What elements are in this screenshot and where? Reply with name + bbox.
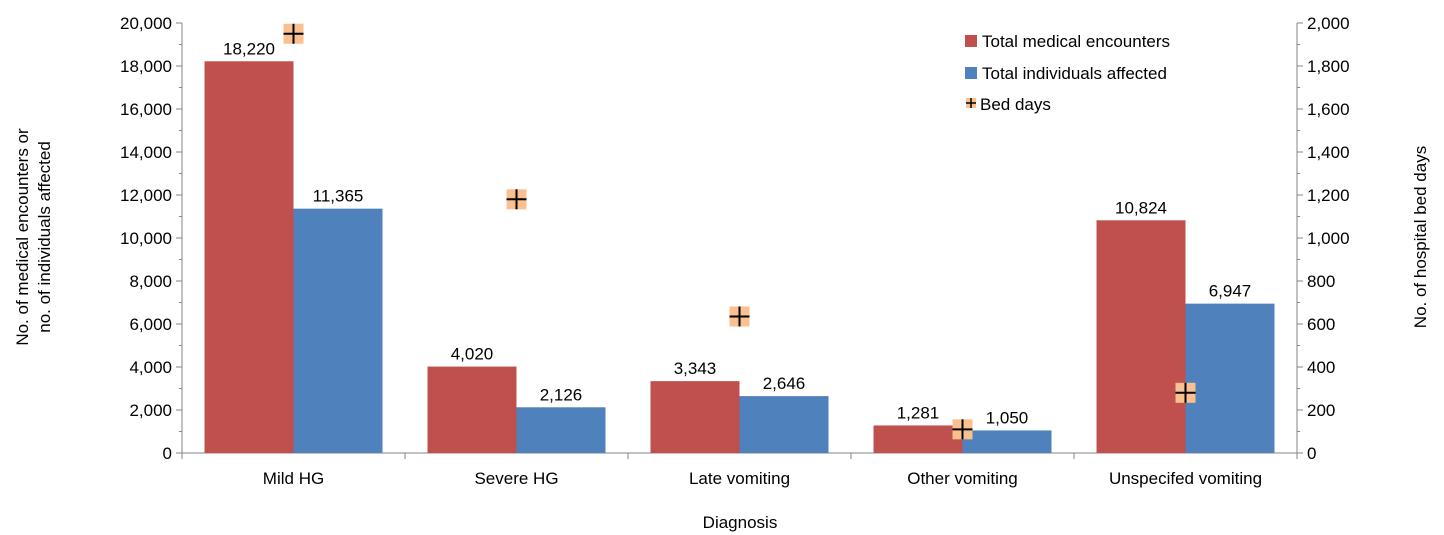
x-tick-label: Severe HG: [474, 469, 558, 488]
legend-swatch-encounters: [965, 35, 977, 47]
bed-days-marker: [729, 306, 750, 327]
bar-medical-encounters: [650, 381, 740, 453]
y-tick-label: 20,000: [120, 14, 172, 33]
y-tick-label: 10,000: [120, 229, 172, 248]
y-axis-title-line-1: No. of medical encounters or: [13, 128, 32, 346]
data-label: 11,365: [313, 187, 364, 206]
y2-tick-label: 1,200: [1307, 186, 1350, 205]
data-label: 2,646: [763, 374, 806, 393]
y-tick-label: 14,000: [120, 143, 172, 162]
bar-individuals-affected: [1185, 303, 1275, 453]
data-label: 2,126: [540, 385, 583, 404]
chart-markers: [283, 23, 1196, 440]
data-label: 10,824: [1115, 198, 1167, 217]
bed-days-marker: [283, 23, 304, 44]
y2-tick-label: 1,800: [1307, 57, 1350, 76]
y-tick-label: 16,000: [120, 100, 172, 119]
y2-tick-label: 0: [1307, 444, 1316, 463]
legend-marker-bed-days: [966, 98, 976, 108]
y-tick-label: 12,000: [120, 186, 172, 205]
y2-tick-label: 200: [1307, 401, 1335, 420]
data-label: 4,020: [451, 345, 494, 364]
y2-axis-title: No. of hospital bed days: [1411, 146, 1430, 328]
data-label: 3,343: [674, 359, 717, 378]
data-label: 18,220: [223, 39, 275, 58]
bar-individuals-affected: [739, 396, 829, 453]
bar-medical-encounters: [427, 366, 517, 453]
y-tick-label: 0: [163, 444, 172, 463]
bed-days-marker: [1175, 382, 1196, 403]
data-label: 1,281: [897, 403, 940, 422]
data-label: 6,947: [1209, 282, 1252, 301]
bar-individuals-affected: [516, 407, 606, 453]
y-tick-label: 18,000: [120, 57, 172, 76]
x-tick-label: Unspecifed vomiting: [1109, 469, 1262, 488]
y-tick-label: 2,000: [129, 401, 172, 420]
legend-label-encounters: Total medical encounters: [982, 32, 1170, 51]
y2-tick-label: 1,600: [1307, 100, 1350, 119]
y2-tick-label: 600: [1307, 315, 1335, 334]
data-label: 1,050: [986, 408, 1029, 427]
y2-tick-label: 1,400: [1307, 143, 1350, 162]
bar-medical-encounters: [1096, 220, 1186, 453]
chart-data-labels: 18,220 4,020 3,343 1,281 10,824 11,365 2,126 2,…: [223, 39, 1251, 427]
y-axis-title-line-2: no. of individuals affected: [35, 141, 54, 333]
bar-individuals-affected: [293, 208, 383, 453]
y2-tick-label: 1,000: [1307, 229, 1350, 248]
bar-medical-encounters: [873, 425, 963, 453]
x-tick-label: Other vomiting: [907, 469, 1018, 488]
bar-medical-encounters: [204, 61, 294, 454]
bed-days-marker: [506, 189, 527, 210]
legend-label-bed-days: Bed days: [980, 95, 1051, 114]
y2-tick-label: 400: [1307, 358, 1335, 377]
chart-bars: [204, 61, 1275, 454]
chart-axes: 0 2,000 4,000 6,000 8,000 10,000 12,000 14,000 1…: [120, 14, 1350, 488]
y-tick-label: 4,000: [129, 358, 172, 377]
y-tick-label: 8,000: [129, 272, 172, 291]
bed-days-marker: [952, 419, 973, 440]
y2-tick-label: 800: [1307, 272, 1335, 291]
legend: Total medical encounters Total individua…: [965, 32, 1170, 114]
y2-tick-label: 2,000: [1307, 14, 1350, 33]
y-tick-label: 6,000: [129, 315, 172, 334]
legend-label-individuals: Total individuals affected: [982, 64, 1167, 83]
x-axis-title: Diagnosis: [703, 513, 778, 532]
legend-swatch-individuals: [965, 67, 977, 79]
x-tick-label: Mild HG: [263, 469, 324, 488]
bar-individuals-affected: [962, 430, 1052, 453]
x-tick-label: Late vomiting: [689, 469, 790, 488]
